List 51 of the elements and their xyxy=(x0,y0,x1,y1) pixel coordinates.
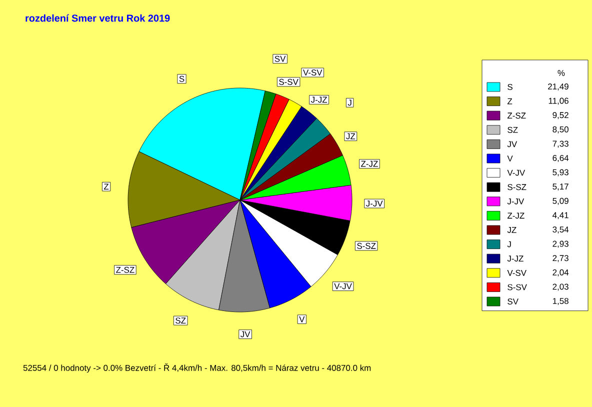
data-label: 8,50 xyxy=(552,126,568,134)
data-label: 2,04 xyxy=(552,269,569,276)
slice-label: JZ xyxy=(346,133,356,140)
legend-label: Z-SZ xyxy=(507,112,526,119)
data-label: 11,06 xyxy=(548,98,568,105)
data-label: 7,33 xyxy=(552,140,568,148)
legend-label: Z xyxy=(507,98,512,104)
legend-label: JZ xyxy=(507,227,516,233)
legend-label: SV xyxy=(508,298,518,304)
slice-label: S-SZ xyxy=(357,242,376,249)
data-label: 2,93 xyxy=(552,240,568,248)
slice-label: Z-SZ xyxy=(116,266,134,273)
category-label: J xyxy=(348,100,352,106)
slice-label: Z xyxy=(104,184,109,190)
slice-label: V-JV xyxy=(334,283,352,290)
category-label: SV xyxy=(274,56,286,62)
data-label: 9,52 xyxy=(552,112,568,120)
legend-label: Z-JZ xyxy=(507,212,524,219)
slice-label: J-JV xyxy=(366,200,383,206)
legend-label: S-SV xyxy=(508,284,527,290)
text: 52554 / 0 hodnoty -> 0.0% Bezvetrí - Ř 4,4km/h - Max. 80,5km/h = Náraz vetru - 40870.0 km xyxy=(23,363,371,373)
slice-label: SZ xyxy=(176,318,186,324)
data-label: 1,58 xyxy=(552,298,568,305)
legend-label: V-JV xyxy=(507,170,526,176)
slice-label: V xyxy=(299,316,305,322)
data-label: 21,49 xyxy=(548,84,568,90)
legend-label: V-SV xyxy=(507,270,526,276)
legend-label: V xyxy=(507,156,513,162)
slice-label: V-SV xyxy=(303,70,322,76)
chart-title: rozdelení Smer vetru Rok 2019 xyxy=(26,14,170,22)
data-label: 6,64 xyxy=(552,155,569,162)
data-label: 5,93 xyxy=(552,169,568,176)
legend-title: % xyxy=(558,70,565,76)
slice-label: JV xyxy=(240,331,250,338)
legend-label: SZ xyxy=(508,126,518,133)
legend-label: J-JV xyxy=(507,198,524,204)
slice-label: J-JZ xyxy=(310,96,328,103)
slice-label: S xyxy=(179,76,184,82)
data-label: 2,03 xyxy=(552,284,568,291)
legend-label: J xyxy=(507,241,511,248)
legend-label: JV xyxy=(507,141,518,148)
legend-label: S-SZ xyxy=(508,184,526,190)
data-label: 5,17 xyxy=(552,184,568,191)
data-label: 3,54 xyxy=(552,226,569,234)
legend-label: J-JZ xyxy=(507,256,524,262)
data-label: 4,41 xyxy=(552,212,568,220)
legend-label: S xyxy=(508,84,512,90)
slice-label: S-SV xyxy=(279,78,298,85)
data-label: 2,73 xyxy=(552,255,568,262)
slice-label: Z-JZ xyxy=(361,160,378,167)
data-label: 5,09 xyxy=(552,198,568,205)
